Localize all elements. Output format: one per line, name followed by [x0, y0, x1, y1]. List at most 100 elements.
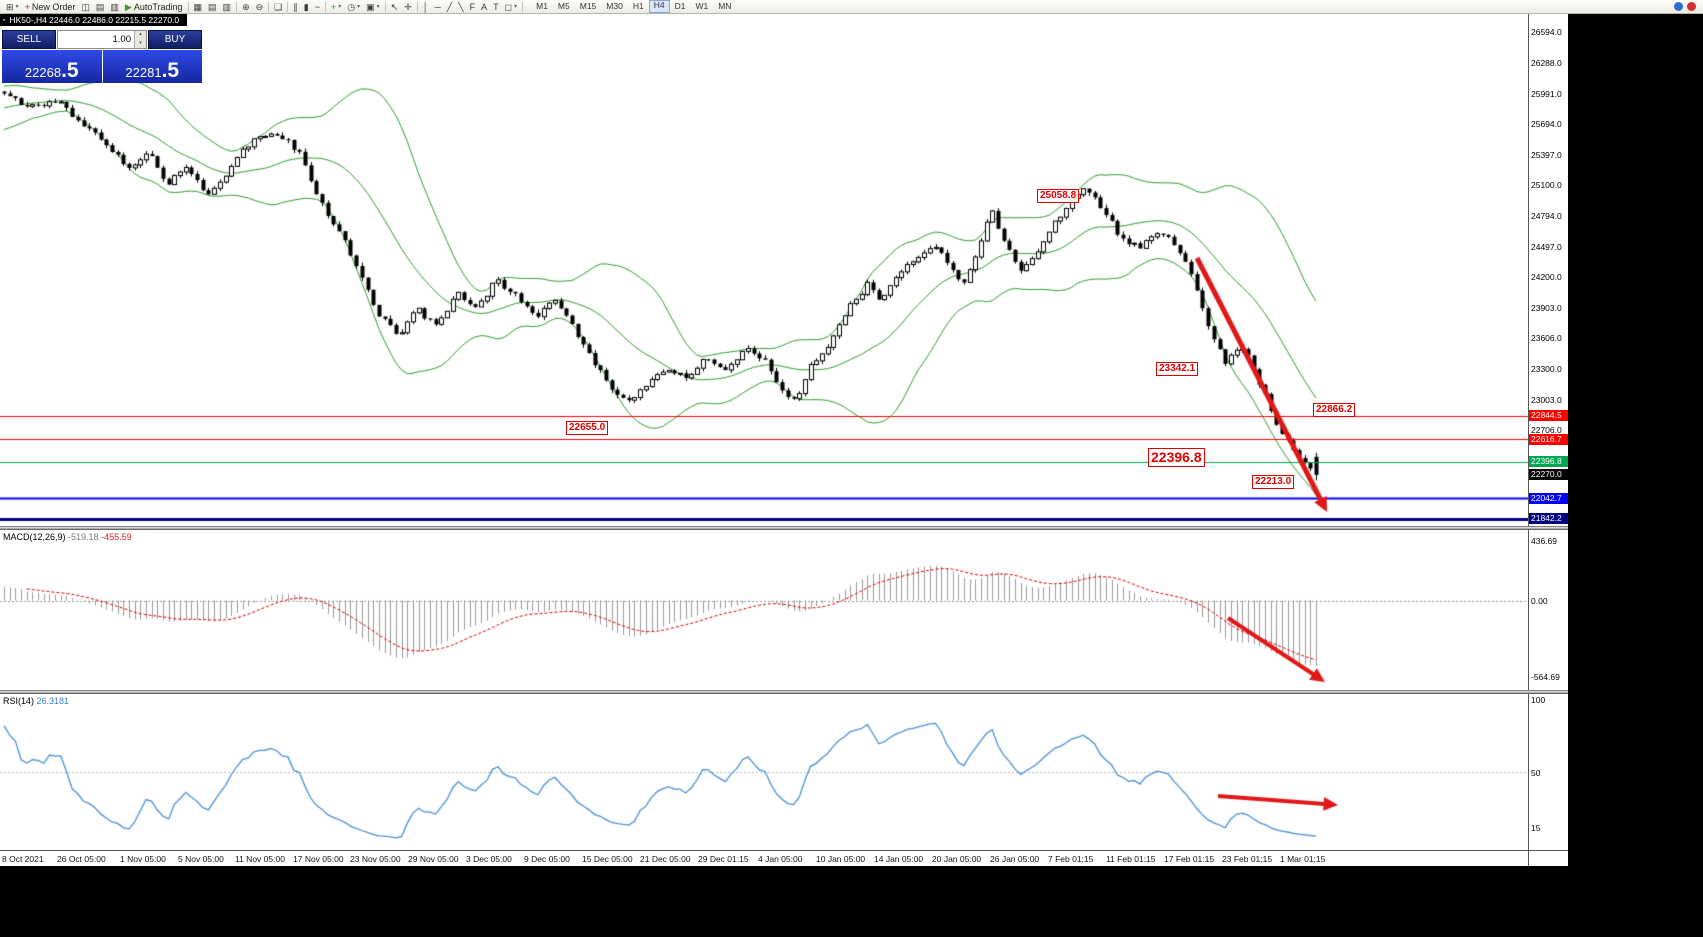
timeframe-m5-button[interactable]: M5 — [557, 1, 570, 11]
timeframe-mn-button[interactable]: MN — [718, 1, 732, 11]
toolbar: ⊞ ▾ + New Order ◫ ▤ ▥ ▶ AutoTrading ▦ ▤ ▥ ⊕ ⊖ ❏ ∥ ▮ ~ + ▾ ◷ ▾… — [0, 0, 1703, 14]
timeframe-h1-button[interactable]: H1 — [632, 1, 644, 11]
time-axis-label: 20 Jan 05:00 — [932, 854, 982, 864]
rsi-axis[interactable]: 100 50 15 — [1528, 694, 1568, 850]
time-axis-label: 11 Feb 01:15 — [1106, 854, 1156, 864]
community-status-icon[interactable] — [1674, 2, 1683, 11]
tile-vertical-icon: ▥ — [222, 1, 232, 12]
panel-splitter[interactable] — [0, 526, 1568, 530]
buy-price[interactable]: 22281.5 — [102, 50, 202, 83]
terminal-button[interactable]: ▥ — [107, 1, 122, 13]
price-axis[interactable]: 26594.0 26288.0 25991.0 25694.0 25397.0 25100… — [1528, 14, 1568, 526]
period-button[interactable]: ◷ ▾ — [344, 1, 363, 13]
template-button[interactable]: ▣ ▾ — [363, 1, 383, 13]
time-axis-label: 29 Dec 01:15 — [698, 854, 749, 864]
cascade-windows-button[interactable]: ▦ — [191, 1, 206, 13]
price-axis-label: 25397.0 — [1531, 149, 1562, 160]
price-tag: 22844.5 — [1529, 410, 1568, 422]
rsi-axis-label: 50 — [1531, 768, 1541, 778]
bar-chart-icon: ∥ — [293, 1, 298, 12]
timeframe-w1-button[interactable]: W1 — [695, 1, 709, 11]
timeframe-m1-button[interactable]: M1 — [536, 1, 548, 11]
label-icon: T — [493, 1, 499, 12]
time-axis-label: 23 Feb 01:15 — [1222, 854, 1273, 864]
tile-windows-button[interactable]: ❏ — [271, 1, 285, 13]
rsi-canvas[interactable] — [0, 694, 1528, 850]
horizontal-line-icon: ─ — [434, 1, 441, 12]
time-axis-label: 9 Dec 05:00 — [524, 854, 570, 864]
new-order-button[interactable]: + New Order — [22, 1, 79, 13]
time-axis-label: 23 Nov 05:00 — [350, 854, 401, 864]
buy-price-main: 22281 — [125, 65, 162, 80]
zoom-in-button[interactable]: ⊕ — [239, 1, 253, 13]
time-axis[interactable]: 8 Oct 2021 26 Oct 05:00 1 Nov 05:00 5 Nov 0… — [0, 850, 1528, 866]
macd-panel[interactable]: MACD(12,26,9) -519.18 -455.59 — [0, 530, 1528, 690]
time-axis-label: 21 Dec 05:00 — [640, 854, 691, 864]
label-button[interactable]: T — [490, 1, 502, 13]
volume-field[interactable]: 1.00 ▴ ▾ — [57, 30, 147, 49]
time-axis-label: 14 Jan 05:00 — [874, 854, 924, 864]
timeframe-m30-button[interactable]: M30 — [606, 1, 623, 11]
timeframe-h4-button[interactable]: H4 — [648, 0, 670, 13]
period-icon: ◷ — [347, 1, 356, 12]
connection-status-icon[interactable] — [1687, 2, 1696, 11]
sell-price[interactable]: 22268.5 — [2, 50, 102, 83]
volume-increase-button[interactable]: ▴ — [135, 31, 146, 40]
price-callout[interactable]: 22655.0 — [566, 421, 609, 435]
macd-canvas[interactable] — [0, 530, 1528, 690]
time-axis-label: 1 Mar 01:15 — [1280, 854, 1326, 864]
timeframe-m15-button[interactable]: M15 — [579, 1, 597, 11]
price-callout[interactable]: 22396.8 — [1148, 448, 1205, 467]
price-chart-canvas[interactable] — [0, 14, 1528, 526]
volume-decrease-button[interactable]: ▾ — [135, 39, 146, 48]
macd-axis-label: -564.69 — [1531, 672, 1560, 683]
price-callout[interactable]: 25058.8 — [1037, 189, 1080, 203]
price-callout[interactable]: 22866.2 — [1313, 403, 1356, 417]
text-icon: A — [481, 1, 488, 12]
trendline-button[interactable]: ╱ — [444, 1, 455, 13]
toolbar-separator — [287, 1, 289, 12]
cursor-button[interactable]: ↖ — [388, 1, 402, 13]
rsi-panel[interactable]: RSI(14) 26.3181 — [0, 694, 1528, 850]
price-axis-label: 23903.0 — [1531, 302, 1562, 313]
timeframe-d1-button[interactable]: D1 — [674, 1, 686, 11]
toolbar-right-icons — [1674, 2, 1700, 11]
candlestick-chart-icon: ▮ — [303, 1, 309, 12]
price-callout[interactable]: 23342.1 — [1156, 362, 1199, 376]
new-chart-button[interactable]: ⊞ ▾ — [3, 1, 22, 13]
text-button[interactable]: A — [478, 1, 490, 13]
time-axis-label: 15 Dec 05:00 — [582, 854, 633, 864]
sell-button[interactable]: SELL — [2, 30, 56, 49]
time-axis-label: 11 Nov 05:00 — [235, 854, 285, 864]
trendline-icon: ╱ — [446, 1, 453, 12]
fibonacci-button[interactable]: F — [467, 1, 479, 13]
tile-horizontal-button[interactable]: ▤ — [205, 1, 220, 13]
crosshair-button[interactable]: ✛ — [401, 1, 415, 13]
data-window-button[interactable]: ▤ — [93, 1, 108, 13]
shapes-button[interactable]: ◻ ▾ — [502, 1, 521, 13]
horizontal-line-button[interactable]: ─ — [431, 1, 443, 13]
timeframe-bar: M1 M5 M15 M30 H1 H4 D1 W1 MN — [531, 0, 736, 13]
volume-value[interactable]: 1.00 — [112, 34, 132, 45]
depth-of-market-button[interactable]: ◫ — [78, 1, 93, 13]
volume-stepper: ▴ ▾ — [134, 31, 146, 48]
tile-vertical-button[interactable]: ▥ — [220, 1, 235, 13]
add-indicator-button[interactable]: + ▾ — [328, 1, 344, 13]
price-axis-label: 25991.0 — [1531, 88, 1562, 99]
panel-splitter[interactable] — [0, 690, 1568, 694]
autotrading-button[interactable]: ▶ AutoTrading — [122, 1, 186, 13]
fibonacci-icon: F — [469, 1, 476, 12]
channel-button[interactable]: ╲ — [455, 1, 466, 13]
bar-chart-button[interactable]: ∥ — [290, 1, 301, 13]
buy-button[interactable]: BUY — [148, 30, 202, 49]
zoom-out-button[interactable]: ⊖ — [253, 1, 267, 13]
macd-axis[interactable]: 436.69 0.00 -564.69 — [1528, 530, 1568, 690]
candlestick-chart-button[interactable]: ▮ — [301, 1, 312, 13]
vertical-line-button[interactable]: │ — [420, 1, 432, 13]
main-chart-panel[interactable]: ▪ HK50-,H4 22446.0 22486.0 22215.5 22270… — [0, 14, 1528, 526]
time-axis-label: 4 Jan 05:00 — [758, 854, 803, 864]
price-callout[interactable]: 22213.0 — [1252, 475, 1295, 489]
sell-price-main: 22268 — [24, 65, 62, 80]
time-axis-label: 26 Oct 05:00 — [57, 854, 106, 864]
line-chart-button[interactable]: ~ — [312, 1, 323, 13]
